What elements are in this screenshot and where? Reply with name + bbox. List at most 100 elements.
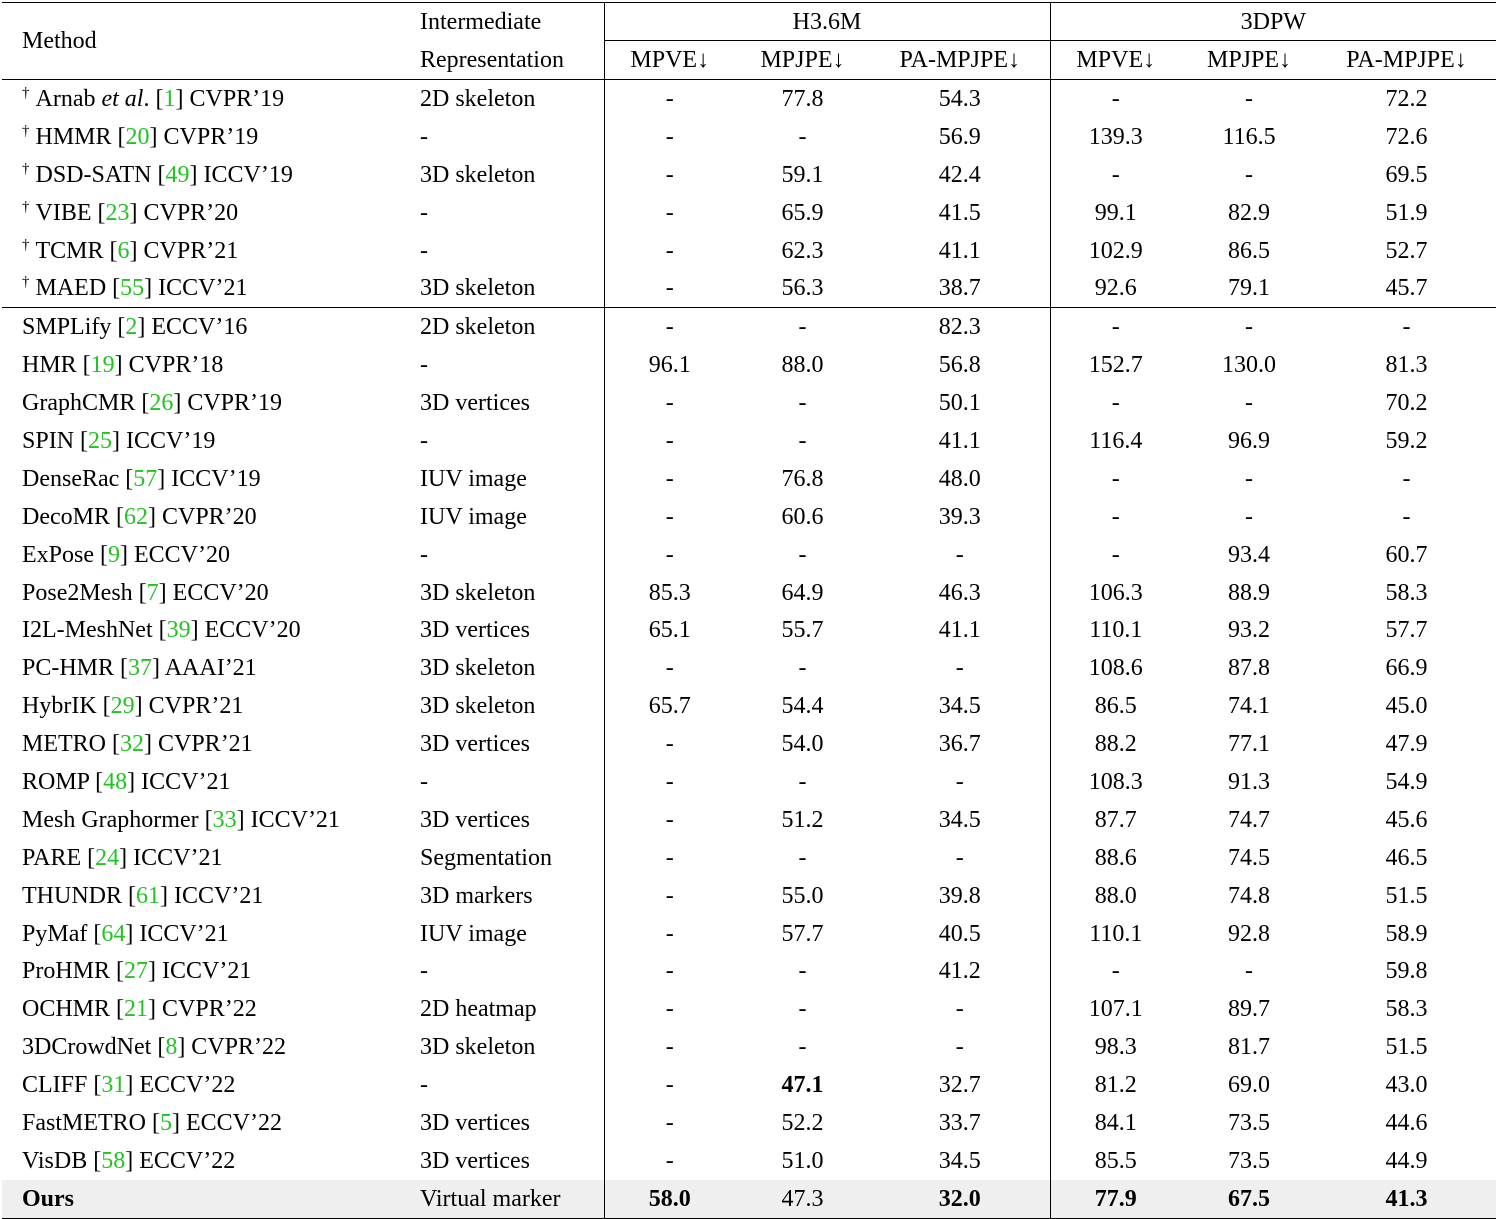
method-name: HybrIK [ [22,693,111,720]
representation-cell: 3D skeleton [402,649,604,687]
metric-value-cell: 76.8 [735,460,870,498]
table-row: 3DCrowdNet [8] CVPR’22 3D skeleton - - - 98.3… [2,1028,1496,1067]
metric-header: PA-MPJPE↓ [870,40,1051,80]
table-row: † Arnab et al. [1] CVPR’19 2D skeleton - 77.… [2,78,1497,118]
metric-value-cell: - [1049,535,1182,574]
metric-value: 54.4 [781,693,824,720]
metric-value: 69.0 [1228,1072,1271,1099]
metric-value: 73.5 [1228,1109,1271,1136]
representation-text: 3D skeleton [420,655,536,682]
metric-value: 42.4 [938,161,981,188]
metric-value: 82.3 [938,314,981,341]
representation-cell: 3D skeleton [402,687,604,725]
representation-cell: - [402,422,604,460]
metric-value-cell: 96.1 [603,346,735,385]
method-cell: † Arnab et al. [1] CVPR’19 [2,78,402,118]
metric-value-cell: 52.7 [1317,232,1496,270]
metric-value-cell: 54.4 [735,687,870,725]
metric-value: 130.0 [1222,352,1277,379]
metric-value: 72.2 [1385,85,1428,112]
citation-number: 6 [117,237,130,264]
venue: ] CVPR’19 [173,390,283,417]
metric-value: 56.3 [781,275,824,302]
metric-value-cell: - [603,422,735,460]
metric-value-cell: - [735,384,870,422]
method-cell: HMR [19] CVPR’18 [2,346,402,384]
citation-number: 24 [95,844,120,871]
metric-value: 58.9 [1385,920,1428,947]
method-name: VisDB [ [22,1147,102,1174]
metric-value-cell: - [603,876,735,915]
representation-text: 3D skeleton [420,1034,536,1061]
metric-value: 54.9 [1385,768,1428,795]
metric-value-cell: 88.0 [735,346,870,384]
metric-value: 102.9 [1088,237,1143,264]
metric-value-cell: - [870,763,1050,801]
metric-value-cell: - [870,536,1050,574]
citation-number: 21 [124,996,149,1023]
metric-value-cell: 43.0 [1317,1066,1496,1104]
metric-value-cell: 81.7 [1181,1028,1317,1066]
representation-cell: - [402,118,604,156]
metric-value-cell: - [603,307,735,347]
metric-value: 52.7 [1385,237,1428,264]
venue: ] CVPR’22 [148,996,257,1023]
metric-value-cell: 89.7 [1181,990,1317,1028]
venue: ] ICCV’21 [144,275,248,302]
representation-cell: - [402,952,604,990]
metric-value: 51.5 [1385,1034,1428,1061]
metric-value-cell: 74.8 [1181,877,1317,915]
metric-value: 77.1 [1228,731,1271,758]
citation-number: 32 [120,731,144,758]
metric-value: 65.1 [648,617,691,644]
metric-value-cell: 70.2 [1317,384,1496,422]
metric-value: 81.7 [1228,1034,1271,1061]
metric-value-cell: 106.3 [1049,573,1182,612]
table-row: DenseRac [57] ICCV’19 IUV image - 76.8 48.0 -… [2,459,1496,498]
representation-cell: 3D skeleton [402,269,604,307]
representation-cell: 2D heatmap [402,990,604,1028]
metric-value-cell: 84.1 [1049,1104,1182,1142]
representation-cell: 3D vertices [402,1104,604,1142]
metric-value-cell: 58.3 [1317,574,1496,612]
metric-value-cell: 56.8 [870,346,1050,384]
metric-value-cell: 110.1 [1049,914,1182,953]
metric-value: - [665,1072,674,1099]
representation-text: 2D heatmap [420,996,537,1023]
metric-value-cell: - [603,231,735,270]
method-cell: METRO [32] CVPR’21 [2,725,402,763]
metric-value-cell: 57.7 [1317,611,1496,649]
metric-value: 41.2 [938,958,981,985]
metric-header: PA-MPJPE↓ [1317,40,1497,80]
header-row-1: Method Intermediate H3.6M 3DPW [2,2,1497,80]
metric-value: 87.7 [1094,806,1137,833]
method-name: Mesh Graphormer [ [22,806,213,833]
metric-value: 41.1 [938,617,981,644]
method-name: ExPose [ [22,541,108,568]
metric-value-cell: - [603,914,735,953]
representation-cell: IUV image [402,498,604,536]
metric-value: 41.5 [938,199,981,226]
metric-value-cell: 107.1 [1049,990,1182,1029]
representation-cell: 3D vertices [402,384,604,422]
metric-value: 79.1 [1228,275,1271,302]
citation-number: 58 [101,1147,126,1174]
metric-value-cell: 34.5 [870,687,1050,725]
metric-value-cell: 73.5 [1181,1142,1317,1180]
metric-value-cell: - [1181,307,1318,347]
metric-value-cell: 32.0 [870,1179,1051,1219]
metric-value-cell: 93.2 [1181,611,1317,649]
metric-value-cell: 54.0 [735,725,870,763]
table-row: HybrIK [29] CVPR’21 3D skeleton 65.7 54.4 34… [2,687,1496,726]
metric-value: - [955,1034,964,1061]
citation-number: 23 [105,199,130,226]
metric-value: - [1111,161,1120,188]
metric-value: - [955,996,964,1023]
metric-value-cell: - [735,422,870,460]
venue: ] ICCV’19 [189,161,293,188]
metric-value-cell: - [735,763,870,801]
metric-value-cell: 88.2 [1049,725,1182,764]
metric-value: - [1111,314,1120,341]
representation-text: 3D skeleton [420,161,536,188]
metric-value-cell: 36.7 [870,725,1050,763]
